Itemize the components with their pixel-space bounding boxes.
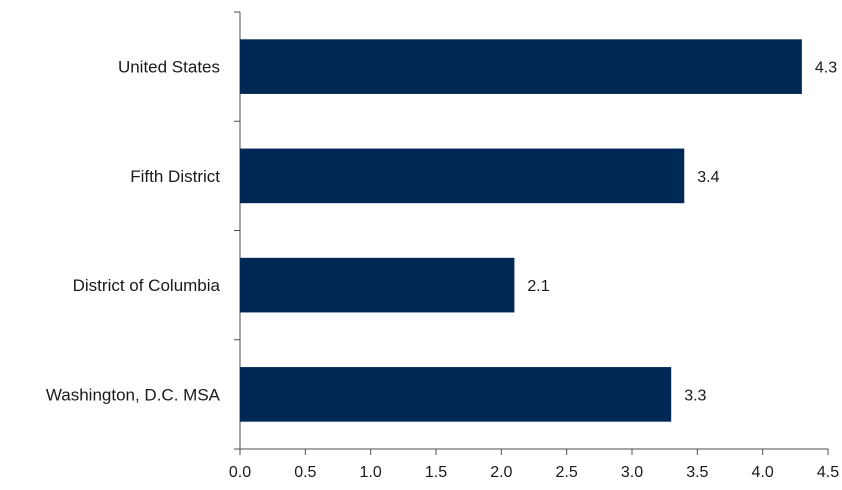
bar	[240, 148, 685, 204]
x-tick-label: 2.5	[556, 464, 578, 481]
x-tick-label: 0.0	[229, 464, 251, 481]
bars-layer	[240, 39, 802, 422]
x-tick-label: 3.0	[621, 464, 643, 481]
bar	[240, 39, 802, 94]
x-tick-label: 1.0	[360, 464, 382, 481]
category-label: District of Columbia	[73, 276, 221, 295]
x-tick-label: 2.0	[490, 464, 512, 481]
x-tick-label: 4.5	[817, 464, 839, 481]
x-tick-label: 0.5	[294, 464, 316, 481]
bar	[240, 367, 672, 422]
category-label: Fifth District	[130, 167, 220, 186]
data-label: 2.1	[527, 278, 549, 295]
data-label: 4.3	[815, 60, 837, 77]
data-label: 3.4	[697, 169, 719, 186]
data-label: 3.3	[684, 387, 706, 404]
x-tick-label: 1.5	[425, 464, 447, 481]
x-tick-label: 3.5	[686, 464, 708, 481]
category-label: United States	[118, 58, 220, 77]
x-tick-label: 4.0	[752, 464, 774, 481]
labels-layer: 0.0 0.5 1.0 1.5 2.0 2.5 3.0 3.5 4.0 4.5 United Sta…	[46, 58, 839, 481]
bar	[240, 257, 515, 313]
category-label: Washington, D.C. MSA	[46, 385, 221, 404]
